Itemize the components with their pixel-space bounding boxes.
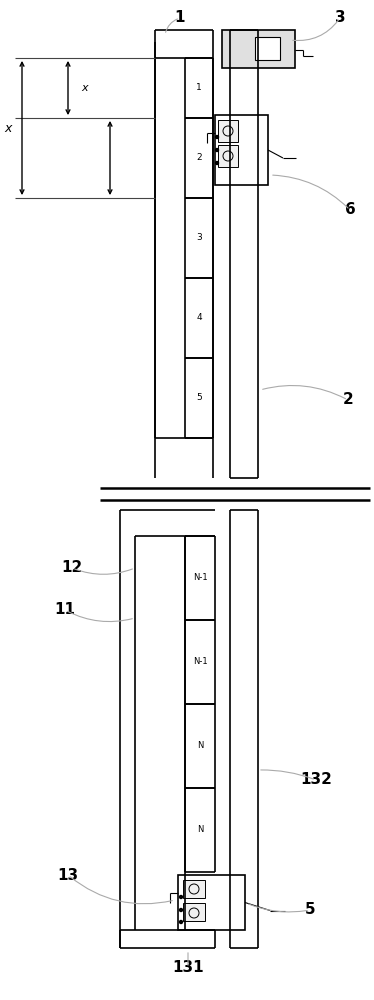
Text: 13: 13 [58,867,79,882]
Text: 131: 131 [172,960,204,976]
Text: N: N [197,826,203,834]
Text: 132: 132 [300,772,332,788]
Bar [183,880,205,898]
Bar [222,30,295,68]
Circle shape [215,148,218,151]
Text: 4: 4 [196,314,202,322]
Bar [215,115,268,185]
Text: x: x [4,121,12,134]
Circle shape [215,135,218,138]
Text: 5: 5 [196,393,202,402]
Text: 3: 3 [196,233,202,242]
Text: 5: 5 [305,902,315,918]
Text: 2: 2 [343,392,353,408]
Text: 2: 2 [196,153,202,162]
Bar [255,37,280,60]
Text: 6: 6 [344,202,355,218]
Text: N-1: N-1 [193,574,207,582]
Bar [183,903,205,921]
Circle shape [180,908,183,912]
Circle shape [180,896,183,898]
Text: 1: 1 [196,84,202,93]
Circle shape [180,920,183,924]
Circle shape [215,161,218,164]
Bar [178,875,245,930]
Text: 1: 1 [175,10,185,25]
Text: N-1: N-1 [193,658,207,666]
Text: 11: 11 [55,602,76,617]
Text: N: N [197,742,203,750]
Bar [218,145,238,167]
Bar [218,120,238,142]
Text: 12: 12 [61,560,83,576]
Text: 3: 3 [335,10,345,25]
Text: x: x [82,83,88,93]
